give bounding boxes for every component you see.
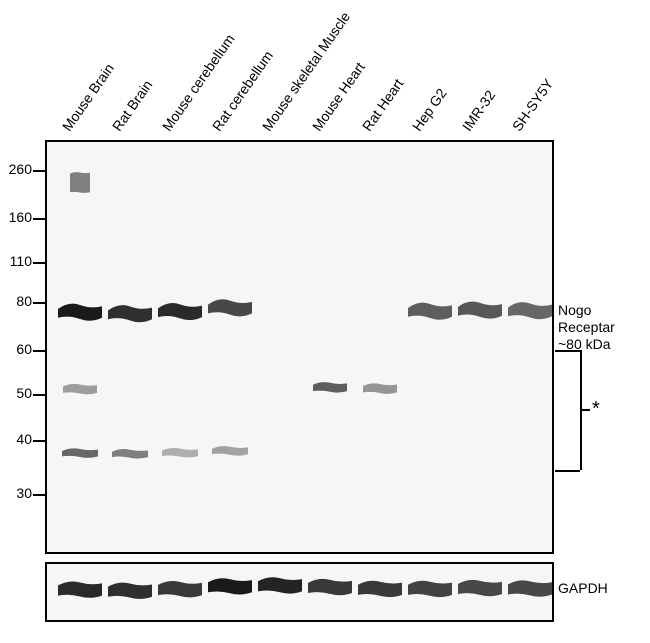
band <box>108 583 152 599</box>
band <box>70 172 90 193</box>
mw-label: 30 <box>2 485 32 501</box>
band <box>458 302 502 319</box>
mw-label: 260 <box>2 161 32 177</box>
band <box>158 581 202 597</box>
band <box>208 299 252 316</box>
band <box>358 581 402 597</box>
band <box>408 303 452 320</box>
band <box>308 579 352 595</box>
mw-tick <box>33 494 45 496</box>
mw-tick <box>33 262 45 264</box>
band <box>313 382 347 393</box>
mw-tick <box>33 218 45 220</box>
mw-tick <box>33 350 45 352</box>
band <box>158 303 202 320</box>
band <box>112 449 148 459</box>
mw-tick <box>33 302 45 304</box>
band <box>162 448 198 458</box>
asterisk: * <box>592 398 600 421</box>
band <box>363 383 397 394</box>
target-label-line1: Nogo Receptar <box>558 302 615 335</box>
band <box>408 581 452 597</box>
band <box>208 578 252 594</box>
band <box>258 577 302 593</box>
gapdh-label: GAPDH <box>558 580 608 597</box>
mw-label: 160 <box>2 209 32 225</box>
band <box>212 446 248 456</box>
band <box>508 580 552 596</box>
mw-label: 80 <box>2 293 32 309</box>
mw-tick <box>33 394 45 396</box>
band <box>108 305 152 322</box>
bracket-top <box>555 350 580 352</box>
band <box>458 580 502 596</box>
western-blot-figure: 2601601108060504030 Mouse BrainRat Brain… <box>0 0 650 643</box>
bracket-mid <box>582 409 590 411</box>
band <box>63 384 97 395</box>
band <box>58 582 102 598</box>
band <box>508 302 552 319</box>
mw-label: 50 <box>2 385 32 401</box>
mw-label: 110 <box>2 253 32 269</box>
band <box>58 304 102 321</box>
mw-label: 40 <box>2 431 32 447</box>
mw-tick <box>33 170 45 172</box>
mw-tick <box>33 440 45 442</box>
mw-label: 60 <box>2 341 32 357</box>
band <box>62 448 98 458</box>
target-label: Nogo Receptar ~80 kDa <box>558 302 650 352</box>
bracket-bottom <box>555 470 580 472</box>
